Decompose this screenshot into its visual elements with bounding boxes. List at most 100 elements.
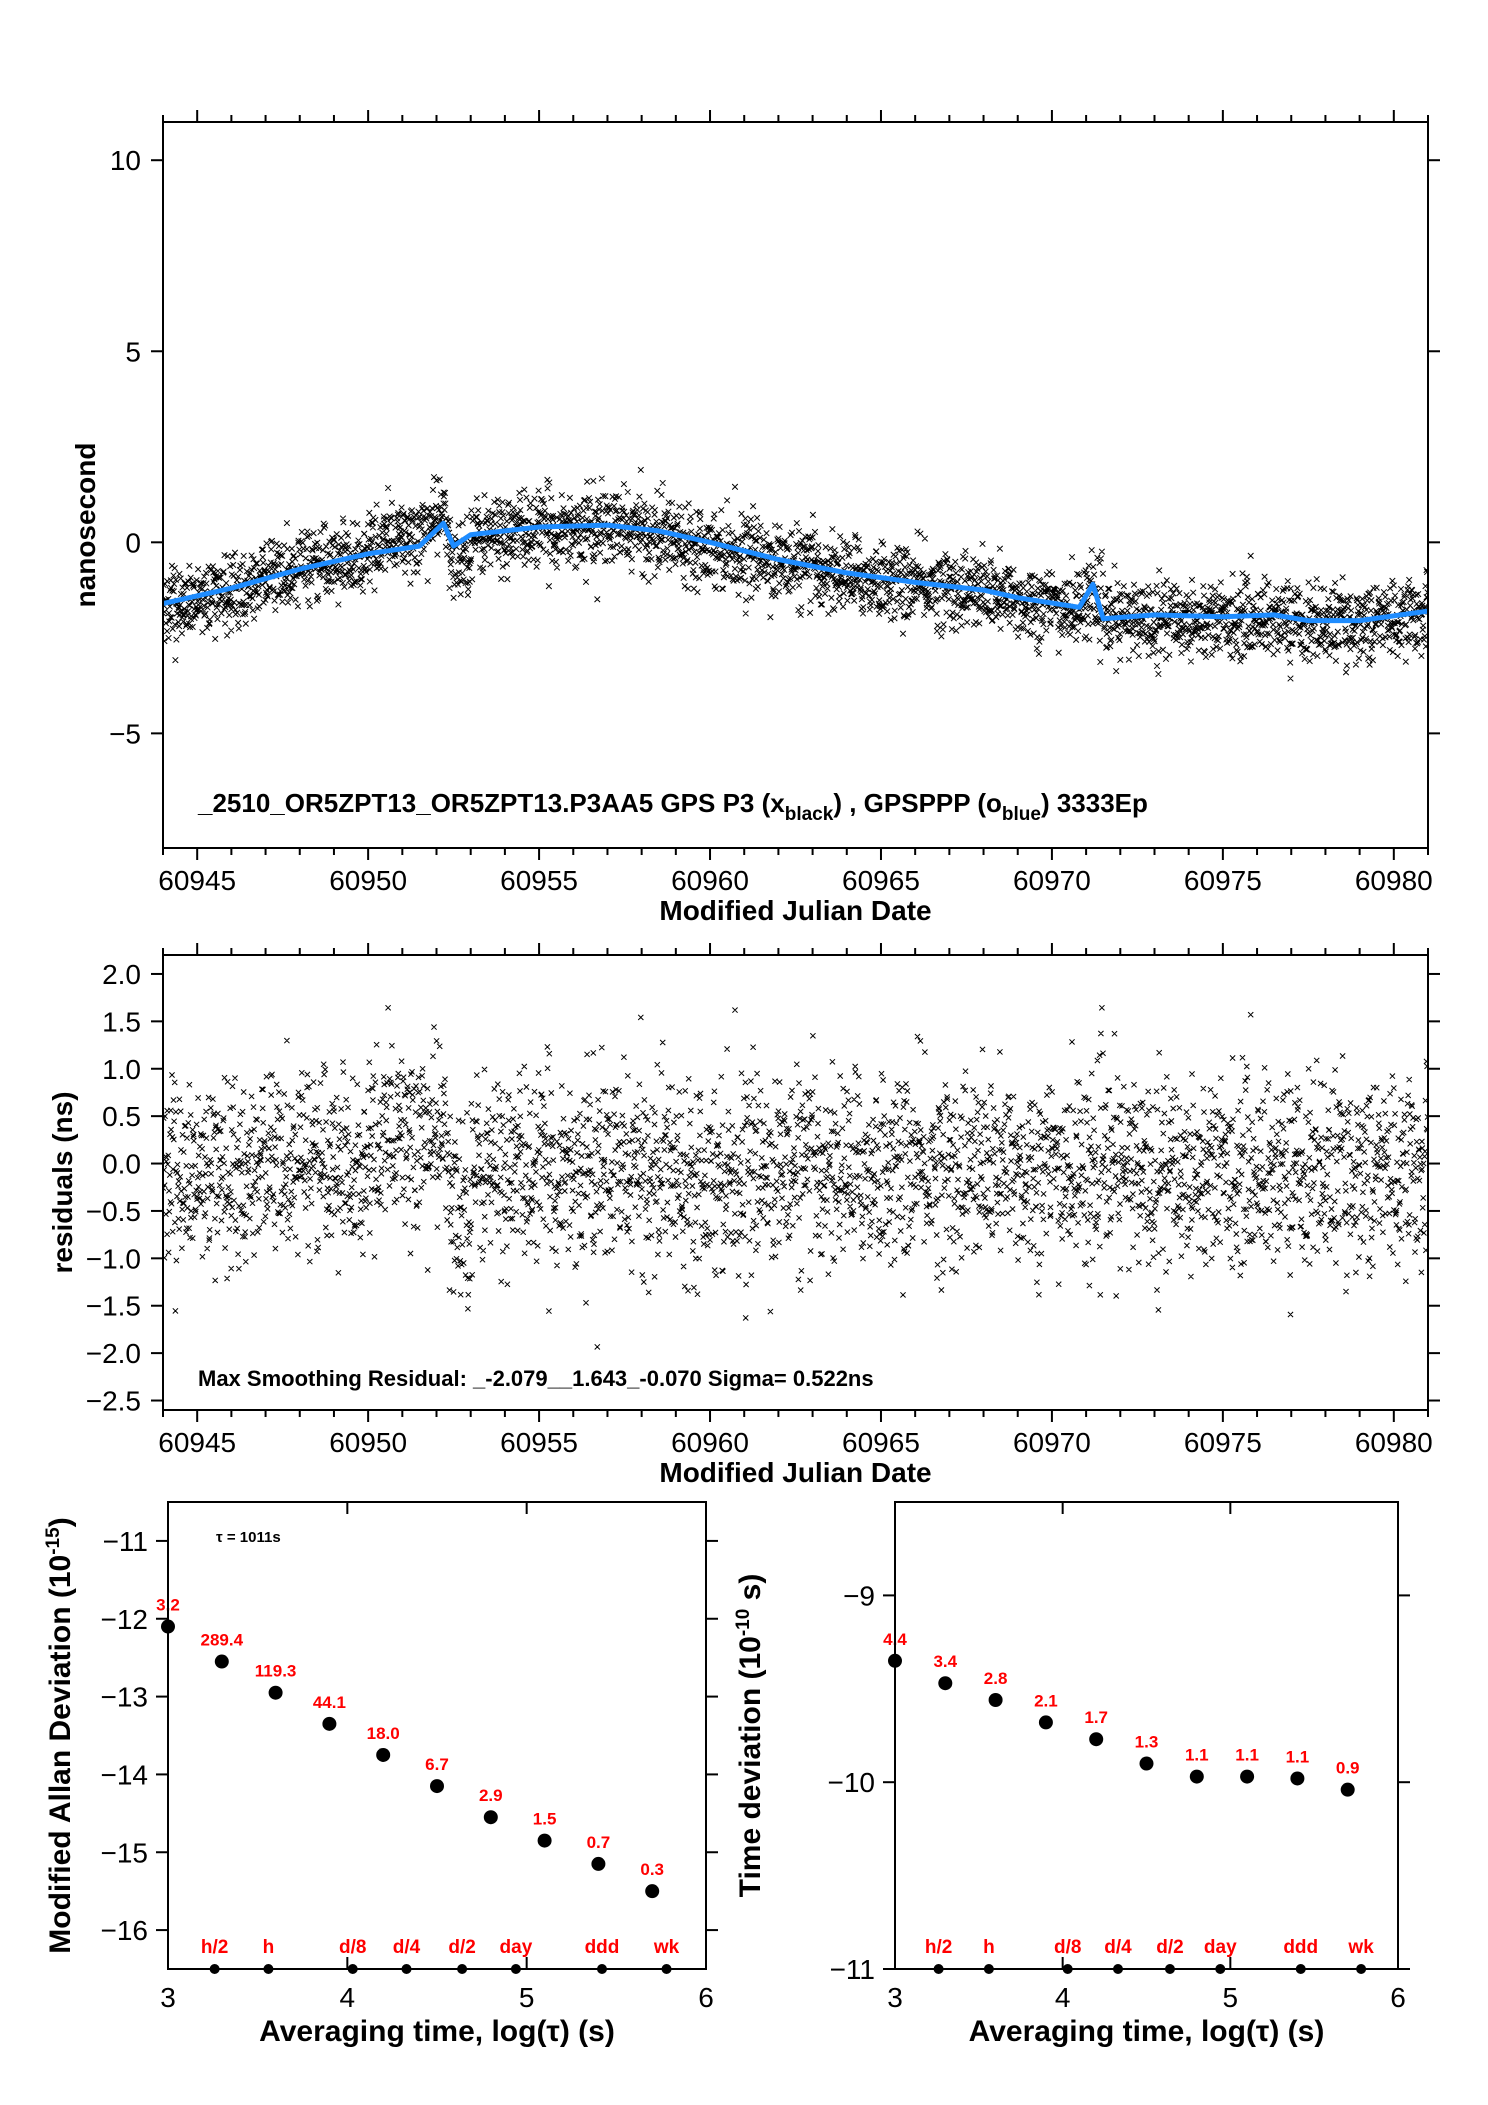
x-tick-label: 60945 [158,865,236,896]
x-tick-label: 60960 [671,865,749,896]
y-axis-title: residuals (ns) [47,1091,78,1273]
x-tick-label: 4 [340,1982,356,2013]
deviation-point [1089,1732,1104,1747]
deviation-point [214,1654,229,1669]
timeseries-panel: 60945 60950 60955 60960 60965 60970 60975 60980… [70,110,1440,926]
y-tick-label: −2.0 [86,1338,141,1369]
deviation-point [537,1833,552,1848]
deviation-point [988,1693,1003,1708]
time-deviation-panel-frame [894,1501,1399,1970]
interval-marker-label: day [1204,1937,1237,1958]
interval-marker-label: d/4 [393,1937,421,1958]
gpsppp-series-line [163,520,1428,624]
deviation-value-label: 119.3 [255,1662,297,1681]
x-tick-label: 60950 [329,865,407,896]
deviation-value-label: 1.1 [1286,1747,1310,1766]
deviation-value-label: 0.7 [587,1833,611,1852]
x-tick-label: 60970 [1013,1427,1091,1458]
deviation-point [645,1884,660,1899]
y-tick-label: −0.5 [86,1196,141,1227]
y-tick-label: −15 [101,1837,149,1868]
deviation-value-label: 1.1 [1185,1746,1209,1765]
interval-marker-label: d/8 [339,1937,366,1958]
x-tick-label: 60960 [671,1427,749,1458]
interval-marker-label: d/2 [1156,1937,1183,1958]
y-tick-label: −11 [830,1954,875,1985]
allan-deviation-panel: 3 4 5 6 −16 −15 −14 −13 −12 −11 Averaging time, lo… [43,1502,718,2048]
x-tick-label: 3 [887,1982,903,2013]
allan-deviation-panel-frame [167,1501,707,1970]
interval-marker-label: wk [653,1937,680,1958]
interval-marker-label: ddd [585,1937,620,1958]
y-tick-label: −2.5 [86,1386,141,1417]
deviation-value-label: 44.1 [313,1693,346,1712]
x-axis-title: Averaging time, log(τ) (s) [259,2015,615,2048]
y-tick-label: −11 [103,1526,148,1557]
y-tick-label: −1.5 [86,1291,141,1322]
residuals-frame [162,954,1429,1411]
x-tick-label: 60980 [1355,1427,1433,1458]
y-axis-title: nanosecond [70,443,101,608]
residuals-panel: 60945 60950 60955 60960 60965 60970 60975 60980… [47,943,1440,1488]
series-annotation: _2510_OR5ZPT13_OR5ZPT13.P3AA5 GPS P3 (xb… [197,788,1148,825]
timeseries-frame [162,121,1429,849]
deviation-point [1038,1715,1053,1730]
deviation-value-label: 2.1 [1034,1691,1058,1710]
x-axis-title: Modified Julian Date [659,1457,931,1488]
y-tick-label: 5 [125,336,141,367]
deviation-point [1340,1782,1355,1797]
deviation-value-label: 18.0 [367,1724,400,1743]
interval-marker-label: h/2 [201,1937,228,1958]
deviation-point [591,1856,606,1871]
deviation-value-label: 2.9 [479,1786,503,1805]
interval-marker-label: h [983,1937,995,1958]
y-tick-label: 0 [125,527,141,558]
x-tick-label: 60980 [1355,865,1433,896]
deviation-point [1139,1756,1154,1771]
y-tick-label: −1.0 [86,1243,141,1274]
deviation-value-label: 1.3 [1135,1733,1159,1752]
deviation-value-label: 2.8 [984,1669,1008,1688]
y-axis-title: Time deviation (10-10 s) [733,1574,767,1898]
x-tick-label: 60955 [500,1427,578,1458]
deviation-point [268,1685,283,1700]
y-tick-label: −12 [101,1604,149,1635]
x-tick-label: 60965 [842,1427,920,1458]
x-tick-label: 60955 [500,865,578,896]
deviation-point [938,1676,953,1691]
deviation-value-label: 0.3 [640,1860,664,1879]
interval-marker-label: ddd [1283,1937,1318,1958]
y-tick-label: 1.5 [102,1006,141,1037]
interval-marker-label: h [263,1937,275,1958]
time-deviation-panel: 3 4 5 6 −11 −10 −9 Averaging time, log(τ) (s) Ti… [733,1502,1410,2048]
x-tick-label: 60950 [329,1427,407,1458]
y-tick-label: 10 [110,145,141,176]
interval-marker-label: h/2 [925,1937,952,1958]
y-axis-title: Modified Allan Deviation (10-15) [43,1517,77,1953]
interval-marker-label: wk [1347,1937,1374,1958]
y-tick-label: 2.0 [102,959,141,990]
x-tick-label: 5 [1223,1982,1239,2013]
x-tick-label: 6 [698,1982,714,2013]
deviation-point [1240,1769,1255,1784]
deviation-value-label: 289.4 [201,1631,244,1650]
deviation-point [322,1716,337,1731]
deviation-value-label: 0.9 [1336,1759,1360,1778]
y-tick-label: −10 [828,1767,876,1798]
deviation-point [376,1747,391,1762]
interval-marker-label: d/4 [1104,1937,1132,1958]
interval-marker-label: d/8 [1054,1937,1081,1958]
x-tick-label: 60975 [1184,1427,1262,1458]
x-tick-label: 60970 [1013,865,1091,896]
deviation-point [483,1810,498,1825]
y-tick-label: 1.0 [102,1054,141,1085]
x-tick-label: 5 [519,1982,535,2013]
x-tick-label: 3 [160,1982,176,2013]
deviation-value-label: 6.7 [425,1755,449,1774]
x-tick-label: 60945 [158,1427,236,1458]
interval-marker-label: day [500,1937,533,1958]
y-tick-label: 0.0 [102,1149,141,1180]
deviation-value-label: 1.5 [533,1810,557,1829]
